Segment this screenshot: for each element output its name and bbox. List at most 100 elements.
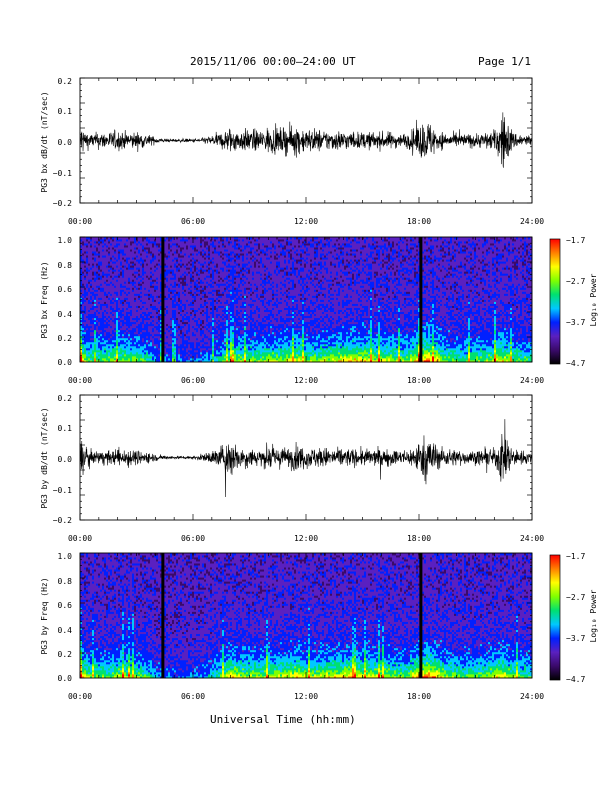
spectrogram-cell bbox=[156, 335, 159, 339]
spectrogram-cell bbox=[156, 351, 159, 355]
spectrogram-cell bbox=[92, 281, 95, 284]
spectrogram-cell bbox=[84, 301, 87, 304]
spectrogram-cell bbox=[140, 311, 143, 315]
spectrogram-cell bbox=[102, 357, 105, 361]
spectrogram-cell bbox=[130, 239, 133, 242]
spectrogram-cell bbox=[96, 265, 99, 268]
spectrogram-cell bbox=[174, 319, 177, 323]
spectrogram-cell bbox=[180, 359, 183, 363]
spectrogram-cell bbox=[154, 339, 157, 343]
spectrogram-cell bbox=[114, 335, 117, 339]
spectrogram-cell bbox=[102, 353, 105, 357]
spectrogram-cell bbox=[144, 301, 147, 304]
spectrogram-cell bbox=[106, 291, 109, 294]
spectrogram-cell bbox=[132, 333, 135, 337]
spectrogram-cell bbox=[102, 249, 105, 252]
spectrogram-cell bbox=[130, 237, 133, 240]
spectrogram-cell bbox=[166, 345, 169, 349]
spectrogram-cell bbox=[80, 299, 83, 302]
spectrogram-cell bbox=[88, 311, 91, 315]
spectrogram-cell bbox=[82, 277, 85, 280]
spectrogram-cell bbox=[190, 263, 193, 266]
spectrogram-cell bbox=[148, 309, 151, 312]
spectrogram-cell bbox=[140, 335, 143, 339]
spectrogram-cell bbox=[182, 273, 185, 276]
spectrogram-cell bbox=[134, 313, 137, 317]
spectrogram-cell bbox=[126, 349, 129, 353]
spectrogram-cell bbox=[98, 323, 101, 327]
spectrogram-cell bbox=[102, 267, 105, 270]
spectrogram-cell bbox=[128, 339, 131, 343]
spectrogram-cell bbox=[168, 287, 171, 290]
spectrogram-cell bbox=[170, 275, 173, 278]
spectrogram-cell bbox=[128, 237, 131, 240]
spectrogram-cell bbox=[120, 359, 123, 363]
spectrogram-cell bbox=[96, 289, 99, 292]
spectrogram-cell bbox=[146, 357, 149, 361]
spectrogram-cell bbox=[140, 315, 143, 319]
spectrogram-cell bbox=[118, 271, 121, 274]
spectrogram-cell bbox=[166, 321, 169, 325]
spectrogram-cell bbox=[166, 329, 169, 333]
spectrogram-cell bbox=[190, 297, 193, 300]
spectrogram-cell bbox=[92, 321, 95, 325]
spectrogram-cell bbox=[90, 243, 93, 246]
spectrogram-cell bbox=[86, 285, 89, 288]
spectrogram-cell bbox=[120, 291, 123, 294]
spectrogram-cell bbox=[110, 239, 113, 242]
spectrogram-cell bbox=[108, 275, 111, 278]
spectrogram-cell bbox=[148, 329, 151, 333]
spectrogram-cell bbox=[114, 249, 117, 252]
spectrogram-cell bbox=[172, 299, 175, 302]
spectrogram-cell bbox=[90, 289, 93, 292]
spectrogram-cell bbox=[82, 237, 85, 240]
spectrogram-cell bbox=[138, 317, 141, 321]
spectrogram-cell bbox=[124, 313, 127, 317]
spectrogram-cell bbox=[106, 329, 109, 333]
spectrogram-cell bbox=[144, 303, 147, 306]
spectrogram-cell bbox=[112, 343, 115, 347]
spectrogram-cell bbox=[140, 265, 143, 268]
spectrogram-cell bbox=[80, 239, 83, 242]
spectrogram-cell bbox=[156, 345, 159, 349]
spectrogram-cell bbox=[192, 249, 195, 252]
spectrogram-cell bbox=[102, 287, 105, 290]
spectrogram-cell bbox=[90, 269, 93, 272]
spectrogram-cell bbox=[186, 237, 189, 240]
spectrogram-cell bbox=[98, 345, 101, 349]
spectrogram-cell bbox=[172, 297, 175, 300]
spectrogram-cell bbox=[166, 251, 169, 254]
spectrogram-cell bbox=[144, 299, 147, 302]
spectrogram-cell bbox=[86, 307, 89, 310]
spectrogram-cell bbox=[118, 299, 121, 302]
spectrogram-cell bbox=[158, 325, 161, 329]
spectrogram-cell bbox=[106, 299, 109, 302]
spectrogram-cell bbox=[120, 265, 123, 268]
spectrogram-cell bbox=[166, 315, 169, 319]
spectrogram-cell bbox=[84, 327, 87, 331]
spectrogram-cell bbox=[132, 255, 135, 258]
spectrogram-cell bbox=[176, 271, 179, 274]
spectrogram-cell bbox=[166, 253, 169, 256]
spectrogram-cell bbox=[166, 303, 169, 306]
spectrogram-cell bbox=[86, 303, 89, 306]
spectrogram-cell bbox=[82, 359, 85, 363]
spectrogram-cell bbox=[120, 289, 123, 292]
spectrogram-cell bbox=[84, 299, 87, 302]
spectrogram-cell bbox=[92, 351, 95, 355]
spectrogram-cell bbox=[86, 237, 89, 240]
spectrogram-cell bbox=[130, 305, 133, 308]
spectrogram-cell bbox=[104, 247, 107, 250]
spectrogram-cell bbox=[106, 343, 109, 347]
spectrogram-cell bbox=[94, 245, 97, 248]
spectrogram-cell bbox=[168, 247, 171, 250]
spectrogram-cell bbox=[174, 257, 177, 260]
spectrogram-cell bbox=[110, 271, 113, 274]
spectrogram-cell bbox=[112, 281, 115, 284]
spectrogram-cell bbox=[174, 263, 177, 266]
spectrogram-cell bbox=[138, 301, 141, 304]
spectrogram-cell bbox=[154, 243, 157, 246]
spectrogram-cell bbox=[88, 307, 91, 310]
spectrogram-cell bbox=[146, 287, 149, 290]
spectrogram-cell bbox=[94, 275, 97, 278]
